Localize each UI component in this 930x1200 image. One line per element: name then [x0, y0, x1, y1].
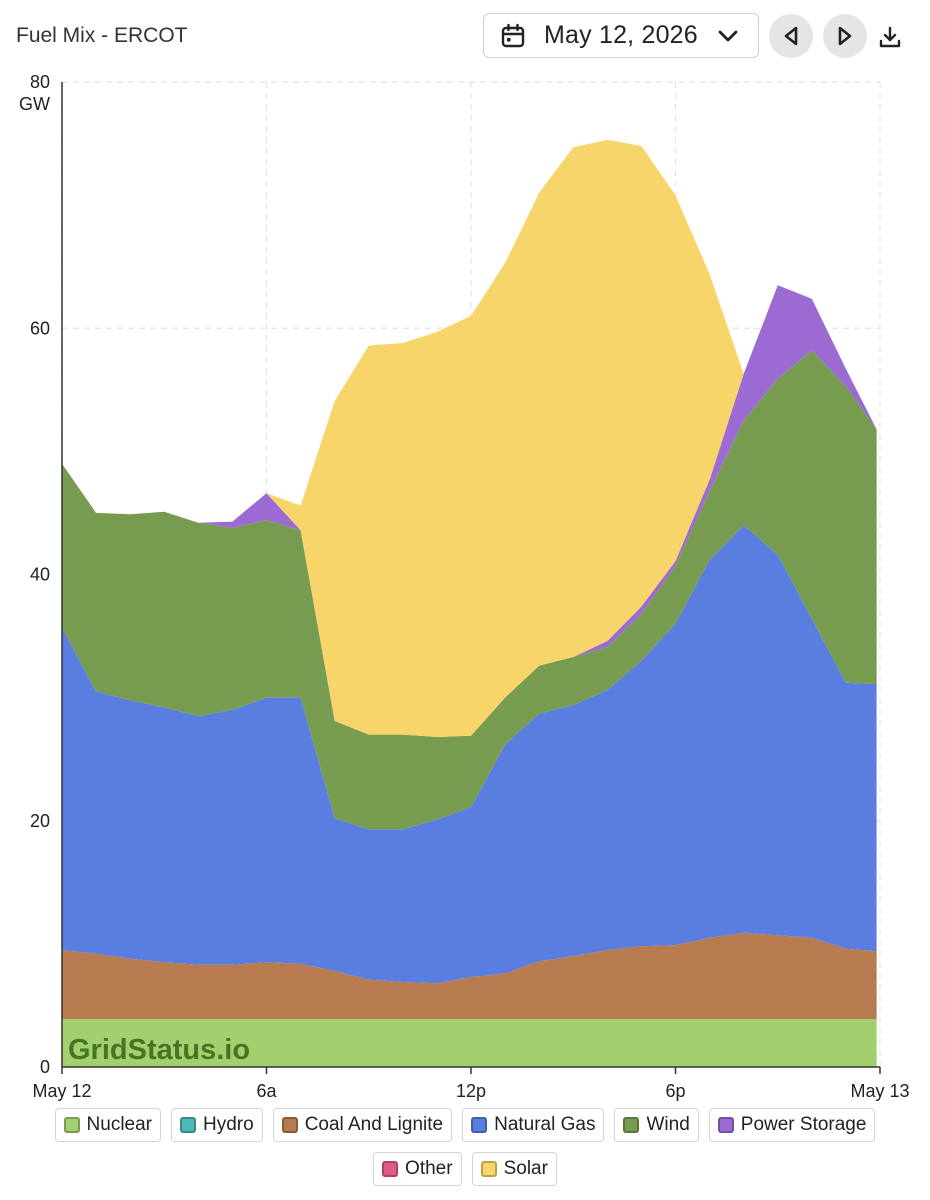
- chart-title: Fuel Mix - ERCOT: [16, 24, 188, 47]
- previous-day-button[interactable]: [769, 14, 813, 58]
- y-unit-label: GW: [19, 94, 50, 114]
- x-tick-label: May 12: [32, 1081, 91, 1101]
- legend-label: Nuclear: [86, 1114, 153, 1135]
- next-day-button[interactable]: [823, 14, 867, 58]
- legend-swatch: [63, 1117, 80, 1133]
- legend-swatch: [717, 1117, 734, 1133]
- y-tick-label: 80: [30, 72, 50, 92]
- series-area-natural-gas: [62, 525, 877, 984]
- series-area-coal-and-lignite: [62, 932, 877, 1019]
- legend-label: Hydro: [203, 1114, 254, 1135]
- x-tick-label: 6a: [256, 1081, 277, 1101]
- y-tick-label: 20: [30, 811, 50, 831]
- legend-swatch: [382, 1161, 399, 1177]
- x-tick-label: 12p: [456, 1081, 486, 1101]
- date-picker[interactable]: May 12, 2026: [483, 13, 759, 58]
- series-area-wind: [62, 350, 877, 830]
- legend-item-hydro[interactable]: Hydro: [171, 1108, 263, 1142]
- legend-label: Solar: [503, 1158, 548, 1179]
- legend-label: Other: [405, 1158, 453, 1179]
- watermark-logo: GridStatus.io: [68, 1034, 250, 1066]
- legend-item-solar[interactable]: Solar: [471, 1152, 557, 1186]
- download-button[interactable]: [873, 20, 907, 54]
- series-area-nuclear: [62, 1019, 877, 1067]
- chart-legend: Nuclear Hydro Coal And Lignite Natural Gas W…: [0, 1108, 930, 1196]
- download-icon: [878, 25, 902, 49]
- legend-swatch: [180, 1117, 197, 1133]
- arrow-right-icon: [835, 25, 855, 47]
- legend-row: Nuclear Hydro Coal And Lignite Natural Gas W…: [0, 1108, 930, 1142]
- legend-item-wind[interactable]: Wind: [614, 1108, 699, 1142]
- legend-label: Natural Gas: [494, 1114, 596, 1135]
- arrow-left-icon: [781, 25, 801, 47]
- legend-item-other[interactable]: Other: [373, 1152, 462, 1186]
- y-tick-label: 0: [40, 1057, 50, 1077]
- legend-label: Power Storage: [740, 1114, 867, 1135]
- legend-swatch: [480, 1161, 497, 1177]
- calendar-icon: [500, 23, 526, 49]
- legend-item-nuclear[interactable]: Nuclear: [54, 1108, 162, 1142]
- chevron-down-icon: [716, 24, 740, 48]
- legend-item-coal-and-lignite[interactable]: Coal And Lignite: [272, 1108, 453, 1142]
- legend-item-power-storage[interactable]: Power Storage: [708, 1108, 876, 1142]
- chart-header: Fuel Mix - ERCOT May 12, 2026: [0, 0, 930, 75]
- x-tick-label: May 13: [850, 1081, 909, 1101]
- legend-swatch: [471, 1117, 488, 1133]
- legend-item-natural-gas[interactable]: Natural Gas: [462, 1108, 605, 1142]
- y-tick-label: 60: [30, 318, 50, 338]
- y-tick-label: 40: [30, 565, 50, 585]
- series-area-power-storage: [62, 285, 877, 737]
- series-area-solar: [62, 139, 877, 737]
- legend-label: Wind: [646, 1114, 690, 1135]
- legend-swatch: [281, 1117, 298, 1133]
- x-tick-label: 6p: [665, 1081, 685, 1101]
- legend-label: Coal And Lignite: [304, 1114, 444, 1135]
- legend-row: Other Solar: [0, 1152, 930, 1186]
- selected-date: May 12, 2026: [544, 21, 698, 49]
- legend-swatch: [623, 1117, 640, 1133]
